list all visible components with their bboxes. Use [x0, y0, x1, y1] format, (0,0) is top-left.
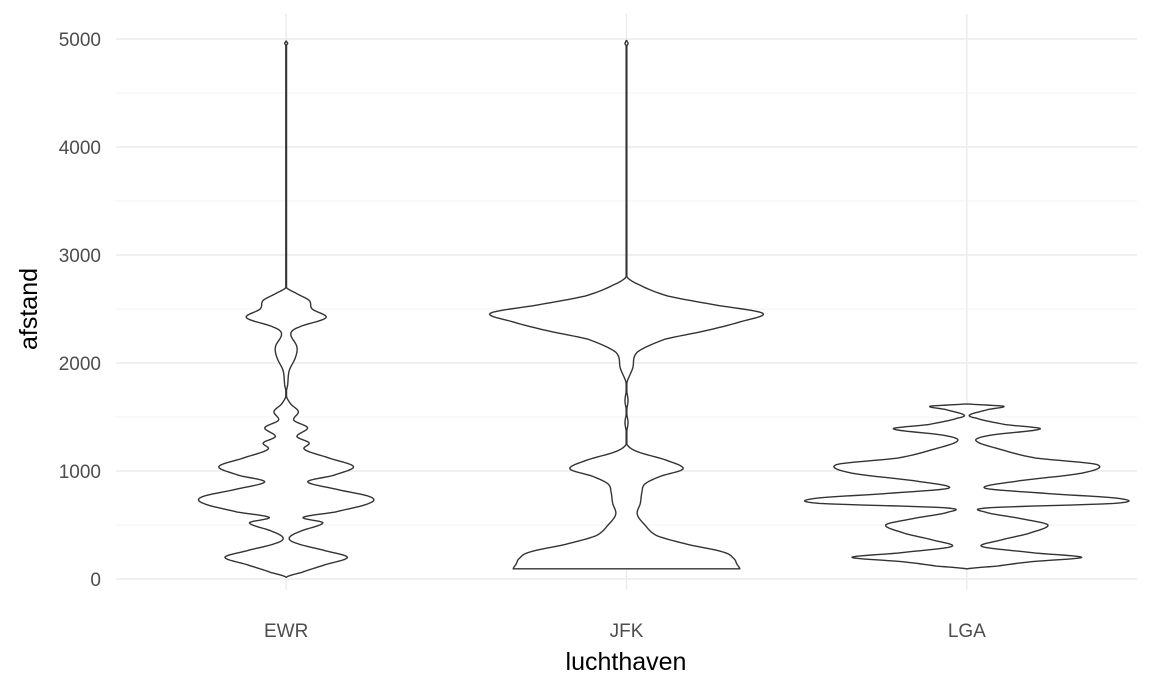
violins: [197, 39, 1130, 578]
y-axis-ticks: 0 1000 2000 3000 4000 5000: [59, 30, 101, 591]
x-tick-label: LGA: [948, 621, 986, 642]
violin-ewr: [197, 40, 375, 578]
violin-lga: [803, 403, 1130, 570]
y-tick-label: 5000: [59, 30, 101, 51]
y-tick-label: 3000: [59, 246, 101, 267]
y-tick-label: 0: [90, 570, 101, 591]
y-axis-title: afstand: [15, 268, 43, 350]
x-tick-label: JFK: [610, 621, 644, 642]
x-tick-label: EWR: [264, 621, 308, 642]
y-tick-label: 1000: [59, 462, 101, 483]
y-tick-label: 4000: [59, 138, 101, 159]
x-axis-title: luchthaven: [566, 648, 687, 676]
violin-jfk: [488, 39, 765, 570]
y-tick-label: 2000: [59, 354, 101, 375]
x-axis-ticks: EWR JFK LGA: [264, 621, 986, 642]
